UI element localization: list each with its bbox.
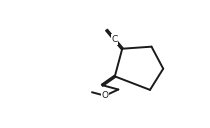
Text: C: C xyxy=(111,35,118,44)
Text: O: O xyxy=(101,91,109,100)
